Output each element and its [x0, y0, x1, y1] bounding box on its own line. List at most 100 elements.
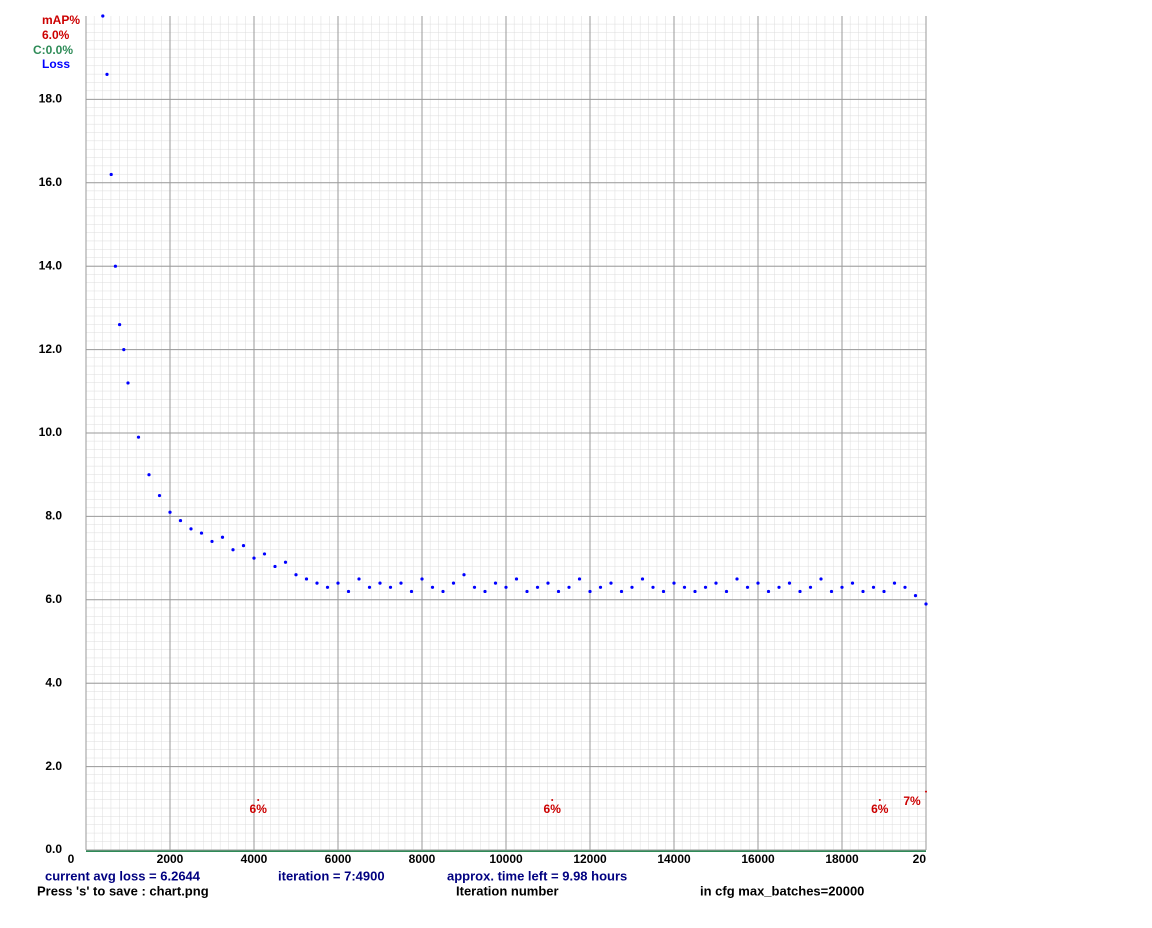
data-point — [693, 589, 697, 594]
data-point — [892, 581, 897, 585]
data-point — [535, 585, 540, 589]
data-point — [113, 264, 117, 268]
data-point — [651, 585, 655, 589]
data-point — [640, 577, 645, 581]
data-point — [577, 577, 582, 581]
data-point — [724, 589, 729, 594]
save-hint: Press 's' to save : chart.png — [37, 883, 209, 898]
data-point — [525, 589, 529, 594]
data-point — [766, 589, 771, 594]
data-point — [787, 581, 792, 585]
value-label: 6% — [250, 802, 268, 816]
data-point — [441, 589, 445, 594]
data-point — [367, 585, 372, 589]
data-point — [147, 473, 151, 477]
data-point — [913, 594, 918, 598]
data-point — [378, 581, 382, 585]
data-point — [514, 577, 519, 581]
avg-loss: current avg loss = 6.2644 — [45, 868, 201, 883]
x-tick-label: 6000 — [325, 852, 352, 866]
x-tick-label: 14000 — [657, 852, 691, 866]
data-point — [294, 573, 298, 577]
data-point — [409, 589, 414, 594]
data-point — [304, 577, 309, 581]
data-point — [925, 790, 927, 793]
x-tick-label: 16000 — [741, 852, 775, 866]
data-point — [136, 435, 141, 439]
data-point — [262, 552, 267, 556]
y-tick-label: 6.0 — [45, 592, 62, 606]
data-point — [257, 798, 260, 801]
data-point — [399, 581, 403, 585]
legend-c: C:0.0% — [33, 43, 73, 57]
value-label: 7% — [903, 794, 921, 808]
data-point — [241, 543, 246, 548]
data-point — [840, 585, 844, 589]
data-point — [546, 581, 550, 585]
x-tick-label: 10000 — [489, 852, 523, 866]
x-tick-label: 8000 — [409, 852, 436, 866]
data-point — [210, 539, 214, 544]
data-point — [493, 581, 498, 585]
data-point — [630, 585, 634, 589]
data-point — [808, 585, 813, 589]
data-point — [483, 589, 487, 594]
x-tick-label: 4000 — [241, 852, 268, 866]
data-point — [871, 585, 876, 589]
data-point — [850, 581, 855, 585]
data-point — [672, 581, 676, 585]
data-point — [231, 548, 235, 552]
data-point — [924, 602, 928, 606]
value-label: 6% — [871, 802, 889, 816]
data-point — [283, 560, 288, 564]
data-point — [122, 348, 126, 352]
data-point — [430, 585, 435, 589]
y-tick-label: 8.0 — [45, 509, 62, 523]
data-point — [878, 798, 881, 801]
data-point — [829, 589, 834, 594]
data-point — [105, 72, 109, 76]
iteration: iteration = 7:4900 — [278, 868, 385, 883]
data-point — [661, 589, 666, 594]
data-point — [735, 577, 739, 581]
data-point — [420, 577, 424, 581]
data-point — [118, 322, 122, 327]
data-point — [619, 589, 624, 594]
data-point — [199, 531, 204, 535]
data-point — [861, 589, 865, 594]
data-point — [472, 585, 477, 589]
data-point — [101, 14, 105, 18]
data-point — [882, 589, 886, 594]
y-tick-label: 4.0 — [45, 675, 62, 689]
x-axis-label: Iteration number — [456, 883, 559, 898]
data-point — [346, 589, 351, 594]
data-point — [462, 573, 466, 577]
data-point — [189, 527, 193, 531]
x-tick-label: 20 — [913, 852, 927, 866]
legend-loss: Loss — [42, 57, 70, 71]
y-tick-label: 0.0 — [45, 842, 62, 856]
data-point — [819, 577, 823, 581]
data-point — [703, 585, 708, 589]
data-point — [588, 589, 592, 594]
data-point — [504, 585, 508, 589]
data-point — [273, 564, 277, 569]
data-point — [388, 585, 393, 589]
y-tick-label: 18.0 — [39, 92, 63, 106]
data-point — [567, 585, 571, 589]
time-left: approx. time left = 9.98 hours — [447, 868, 627, 883]
data-point — [609, 581, 613, 585]
data-point — [745, 585, 750, 589]
data-point — [598, 585, 603, 589]
data-point — [551, 798, 554, 801]
data-point — [756, 581, 760, 585]
data-point — [315, 581, 319, 585]
y-tick-label: 16.0 — [39, 175, 63, 189]
y-tick-label: 12.0 — [39, 342, 63, 356]
data-point — [178, 518, 183, 523]
data-point — [168, 510, 172, 514]
legend-map-value: 6.0% — [42, 28, 70, 42]
x-tick-label: 12000 — [573, 852, 607, 866]
y-tick-label: 10.0 — [39, 425, 63, 439]
